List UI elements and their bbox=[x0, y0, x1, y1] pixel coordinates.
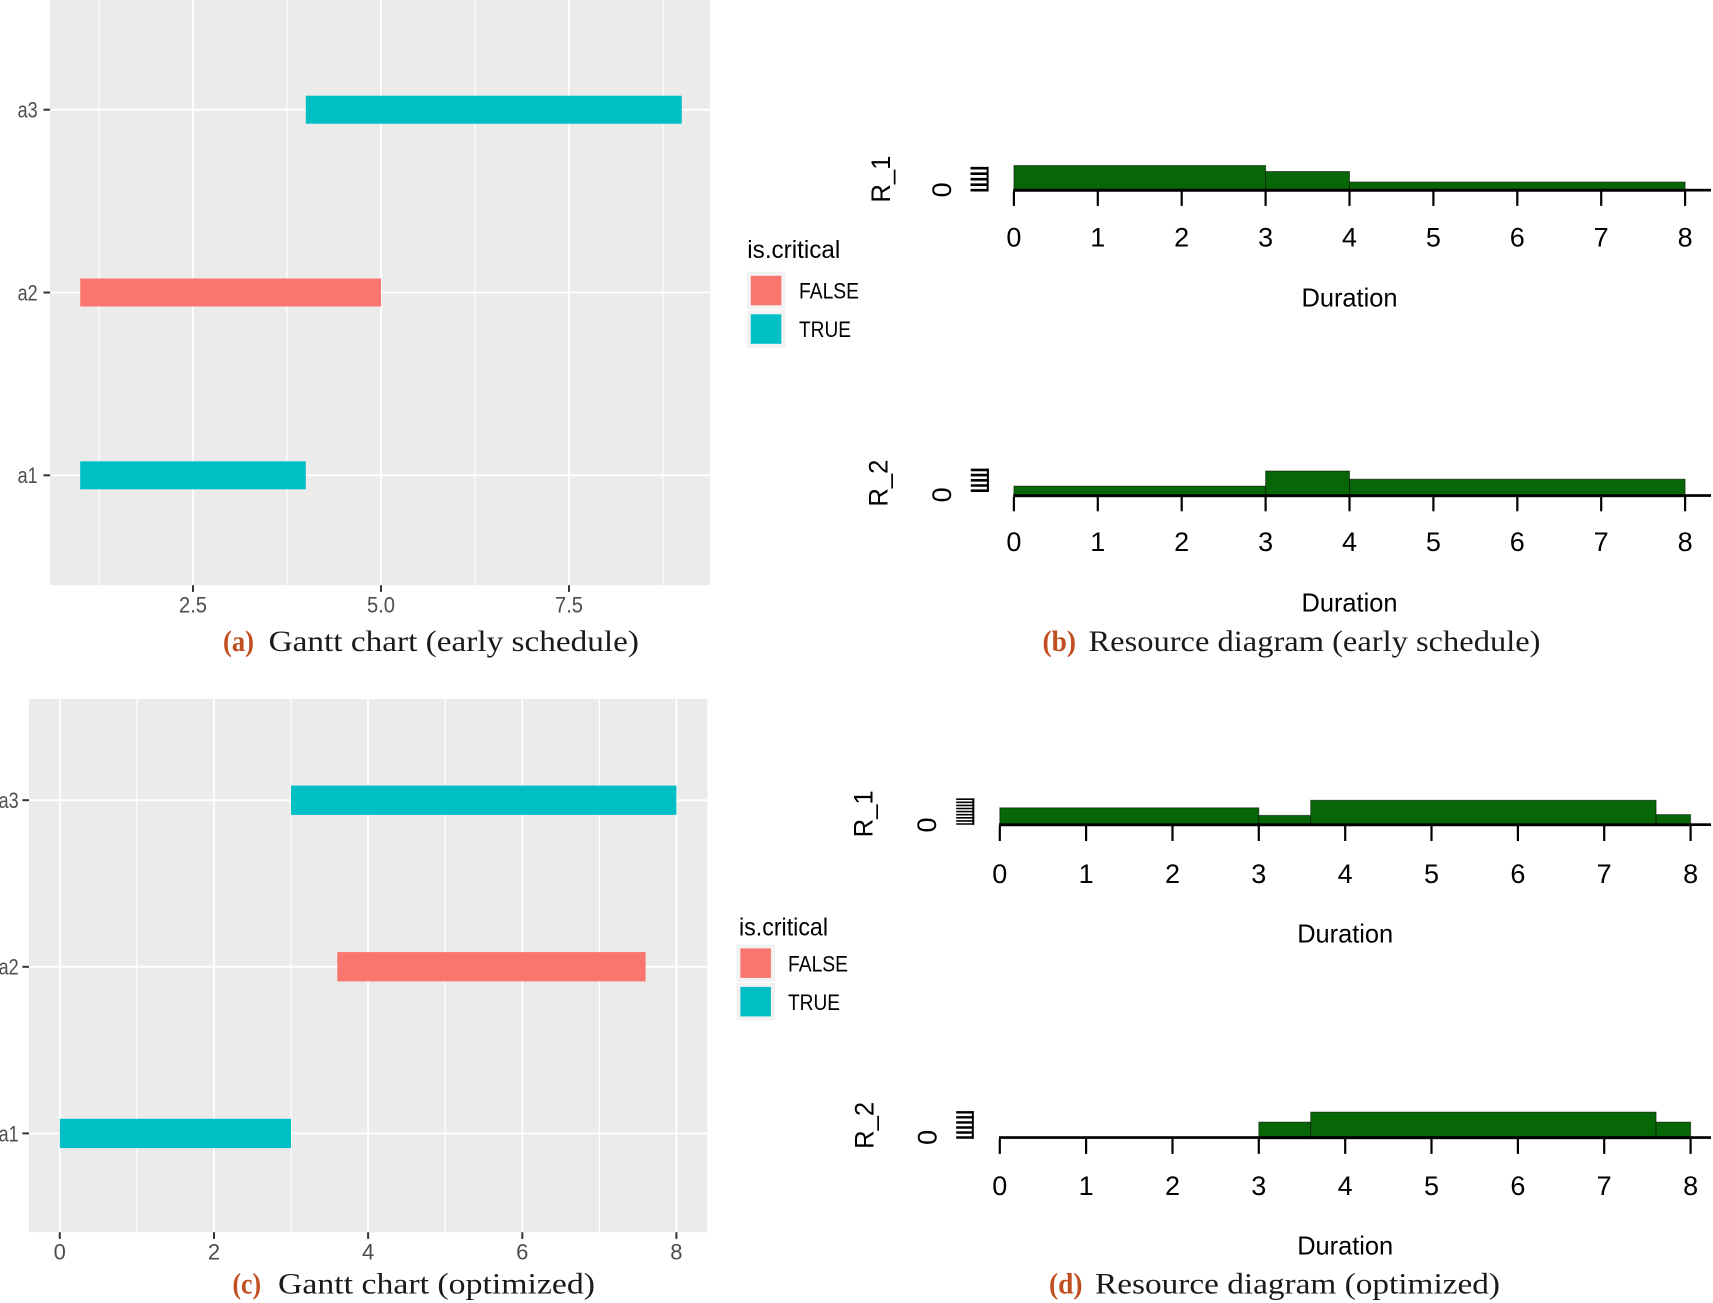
svg-text:7: 7 bbox=[1594, 527, 1609, 557]
svg-text:0: 0 bbox=[912, 817, 942, 832]
svg-text:6: 6 bbox=[1510, 222, 1525, 252]
svg-text:6: 6 bbox=[1510, 1171, 1525, 1201]
svg-text:1: 1 bbox=[1090, 222, 1105, 252]
svg-text:0: 0 bbox=[927, 487, 957, 502]
svg-text:5.0: 5.0 bbox=[367, 593, 395, 618]
svg-text:R_2: R_2 bbox=[864, 460, 894, 507]
svg-text:8: 8 bbox=[1683, 1171, 1698, 1201]
svg-text:0: 0 bbox=[1006, 222, 1021, 252]
svg-text:Duration: Duration bbox=[1302, 282, 1398, 312]
svg-text:Resource diagram (optimized): Resource diagram (optimized) bbox=[1095, 1268, 1500, 1301]
svg-text:4: 4 bbox=[1338, 1171, 1353, 1201]
svg-text:2.5: 2.5 bbox=[179, 593, 207, 618]
svg-text:(d): (d) bbox=[1049, 1268, 1083, 1301]
svg-text:0: 0 bbox=[992, 1171, 1007, 1201]
svg-text:5: 5 bbox=[1426, 527, 1441, 557]
svg-text:Gantt chart (early schedule): Gantt chart (early schedule) bbox=[269, 625, 639, 658]
svg-text:3: 3 bbox=[1251, 1171, 1266, 1201]
svg-text:R_2: R_2 bbox=[849, 1102, 879, 1149]
svg-text:FALSE: FALSE bbox=[799, 279, 859, 304]
svg-text:is.critical: is.critical bbox=[739, 913, 828, 941]
svg-text:Resource diagram (early schedu: Resource diagram (early schedule) bbox=[1089, 625, 1541, 658]
svg-text:4: 4 bbox=[1342, 222, 1357, 252]
svg-text:a3: a3 bbox=[18, 98, 38, 123]
svg-text:3: 3 bbox=[1258, 222, 1273, 252]
svg-text:5: 5 bbox=[1426, 222, 1441, 252]
svg-text:R_1: R_1 bbox=[866, 156, 896, 203]
svg-text:1: 1 bbox=[1079, 1171, 1094, 1201]
svg-text:Gantt chart (optimized): Gantt chart (optimized) bbox=[278, 1268, 595, 1301]
svg-text:6: 6 bbox=[1510, 859, 1525, 889]
svg-text:0: 0 bbox=[927, 182, 957, 197]
svg-text:Duration: Duration bbox=[1297, 1230, 1393, 1260]
svg-text:4: 4 bbox=[1338, 859, 1353, 889]
svg-text:Duration: Duration bbox=[1302, 587, 1398, 617]
svg-text:a1: a1 bbox=[18, 463, 38, 488]
svg-text:2: 2 bbox=[1174, 222, 1189, 252]
svg-text:8: 8 bbox=[1683, 859, 1698, 889]
svg-text:a1: a1 bbox=[0, 1121, 19, 1146]
svg-text:0: 0 bbox=[912, 1130, 942, 1145]
svg-text:1: 1 bbox=[1079, 859, 1094, 889]
svg-text:TRUE: TRUE bbox=[788, 990, 840, 1015]
svg-text:2: 2 bbox=[1165, 1171, 1180, 1201]
svg-text:0: 0 bbox=[992, 859, 1007, 889]
svg-text:FALSE: FALSE bbox=[788, 951, 848, 976]
svg-text:2: 2 bbox=[1165, 859, 1180, 889]
svg-text:4: 4 bbox=[362, 1239, 374, 1264]
svg-text:8: 8 bbox=[670, 1239, 682, 1264]
svg-text:7.5: 7.5 bbox=[555, 593, 583, 618]
svg-text:a2: a2 bbox=[18, 280, 38, 305]
svg-text:TRUE: TRUE bbox=[799, 317, 851, 342]
svg-text:8: 8 bbox=[1678, 222, 1693, 252]
svg-text:6: 6 bbox=[516, 1239, 528, 1264]
svg-text:7: 7 bbox=[1597, 1171, 1612, 1201]
svg-text:0: 0 bbox=[1006, 527, 1021, 557]
svg-text:5: 5 bbox=[1424, 1171, 1439, 1201]
svg-text:5: 5 bbox=[1424, 859, 1439, 889]
svg-text:a2: a2 bbox=[0, 955, 19, 980]
svg-text:1: 1 bbox=[1090, 527, 1105, 557]
svg-text:Duration: Duration bbox=[1297, 918, 1393, 948]
svg-text:(b): (b) bbox=[1043, 625, 1077, 658]
svg-text:2: 2 bbox=[1174, 527, 1189, 557]
svg-text:3: 3 bbox=[1251, 859, 1266, 889]
svg-text:7: 7 bbox=[1594, 222, 1609, 252]
svg-text:2: 2 bbox=[208, 1239, 220, 1264]
svg-text:is.critical: is.critical bbox=[747, 236, 840, 264]
svg-text:8: 8 bbox=[1678, 527, 1693, 557]
svg-text:a3: a3 bbox=[0, 788, 19, 813]
svg-text:3: 3 bbox=[1258, 527, 1273, 557]
svg-text:7: 7 bbox=[1597, 859, 1612, 889]
svg-text:0: 0 bbox=[54, 1239, 66, 1264]
svg-text:R_1: R_1 bbox=[849, 790, 879, 837]
svg-text:(a): (a) bbox=[223, 625, 254, 658]
svg-text:(c): (c) bbox=[233, 1268, 262, 1301]
svg-text:6: 6 bbox=[1510, 527, 1525, 557]
svg-text:4: 4 bbox=[1342, 527, 1357, 557]
